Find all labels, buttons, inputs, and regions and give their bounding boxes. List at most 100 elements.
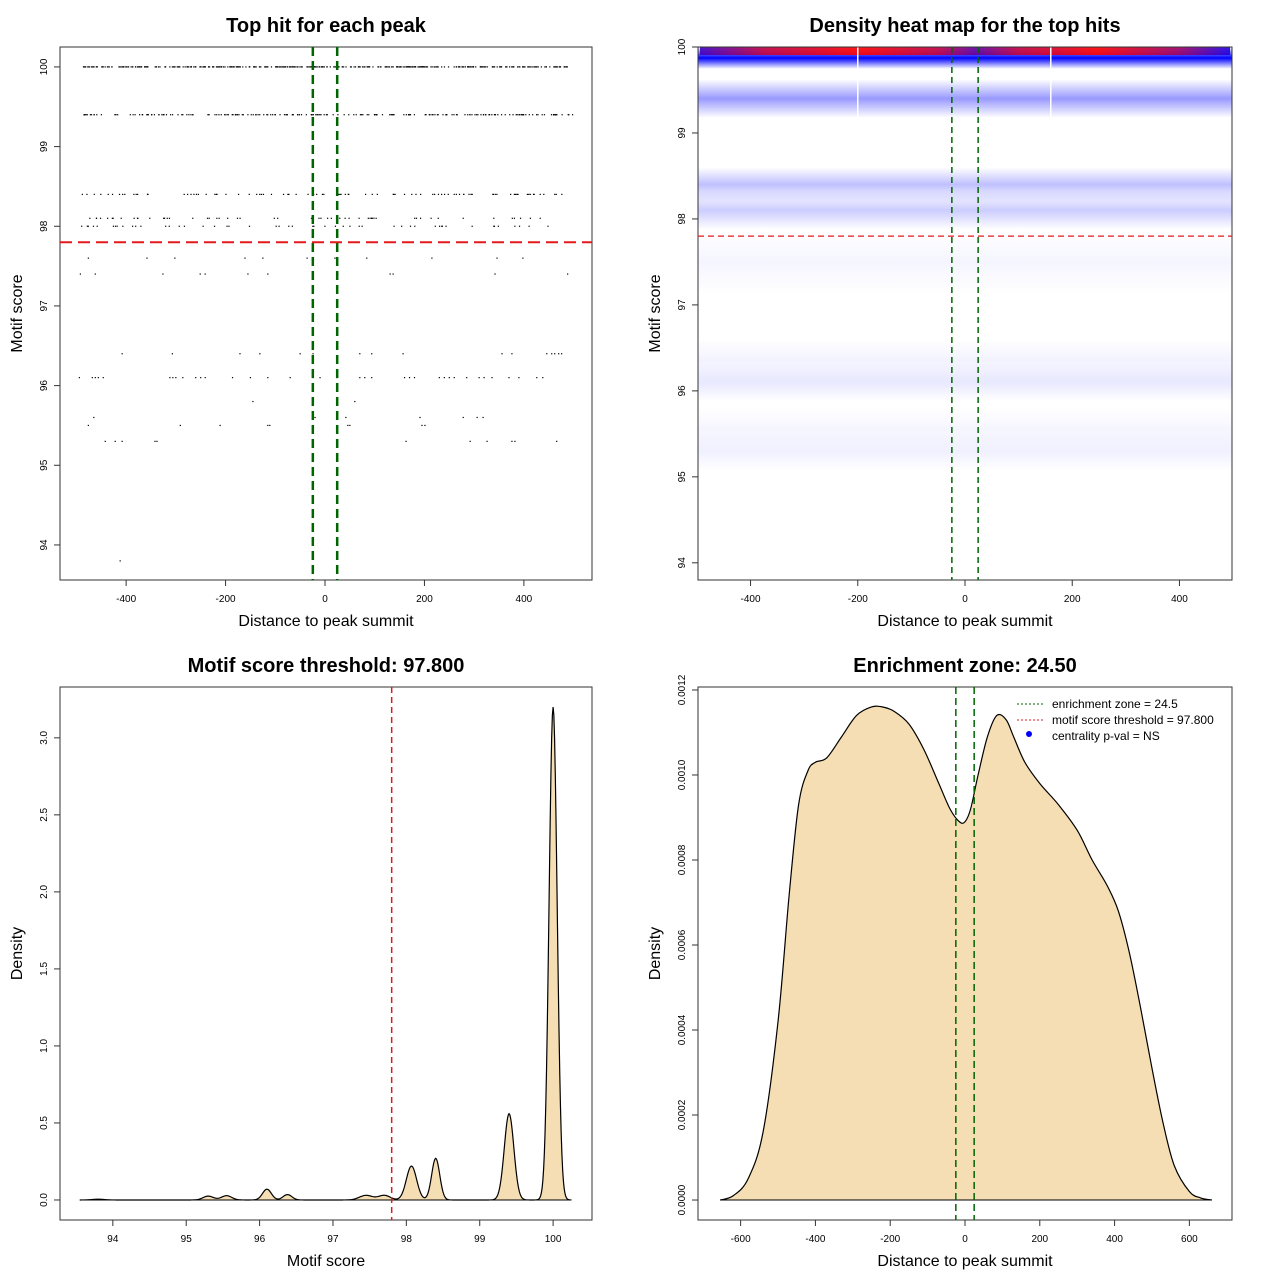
- top-hit-scatter: Top hit for each peak Distance to peak su…: [9, 15, 593, 630]
- data-point: [325, 114, 327, 116]
- data-point: [137, 193, 139, 195]
- data-point: [153, 114, 156, 116]
- data-point: [190, 66, 193, 68]
- data-point: [409, 66, 411, 68]
- data-point: [275, 225, 277, 227]
- x-tick-label: 400: [1106, 1234, 1123, 1245]
- data-point: [371, 193, 373, 195]
- data-point: [315, 114, 317, 116]
- data-point: [200, 377, 202, 379]
- data-point: [143, 66, 146, 68]
- data-point: [311, 114, 313, 116]
- data-point: [208, 217, 210, 219]
- x-tick-label: -200: [848, 594, 868, 605]
- data-point: [526, 193, 528, 195]
- data-point: [293, 66, 295, 68]
- data-point: [329, 66, 331, 68]
- data-point: [216, 114, 218, 116]
- data-point: [120, 66, 122, 68]
- data-point: [486, 66, 488, 68]
- data-point: [493, 217, 495, 219]
- data-point: [501, 353, 503, 355]
- data-point: [236, 66, 238, 68]
- data-point: [529, 217, 531, 219]
- data-point: [135, 193, 137, 195]
- data-point: [393, 225, 395, 227]
- data-point: [216, 217, 218, 219]
- data-point: [93, 193, 95, 195]
- data-point: [558, 353, 560, 355]
- data-point: [522, 257, 524, 259]
- data-point: [177, 66, 180, 68]
- data-point: [357, 66, 359, 68]
- data-point: [370, 217, 373, 219]
- data-point: [398, 66, 400, 68]
- y-tick-label: 2.0: [39, 884, 50, 898]
- data-point: [226, 225, 228, 227]
- data-point: [163, 217, 166, 219]
- data-point: [543, 114, 546, 116]
- data-point: [518, 377, 520, 379]
- data-point: [542, 377, 544, 379]
- y-tick-label: 99: [39, 141, 50, 153]
- data-point: [547, 225, 549, 227]
- data-point: [413, 66, 416, 68]
- data-point: [545, 66, 547, 68]
- data-point: [510, 193, 512, 195]
- data-point: [377, 66, 379, 68]
- data-point: [343, 66, 345, 68]
- data-point: [364, 66, 366, 68]
- data-point: [204, 377, 206, 379]
- data-point: [483, 66, 486, 68]
- data-point: [111, 217, 113, 219]
- x-axis-label: Motif score: [287, 1253, 365, 1270]
- data-point: [517, 193, 519, 195]
- data-point: [82, 66, 85, 68]
- data-point: [516, 114, 518, 116]
- y-axis-label: Density: [9, 927, 26, 980]
- data-point: [364, 193, 367, 195]
- data-point: [549, 66, 551, 68]
- data-point: [287, 193, 289, 195]
- data-point: [409, 225, 412, 227]
- data-point: [172, 377, 174, 379]
- data-point: [86, 193, 88, 195]
- data-point: [466, 377, 468, 379]
- data-point: [323, 66, 325, 68]
- data-point: [117, 114, 119, 116]
- data-point: [403, 114, 405, 116]
- data-point: [441, 66, 443, 68]
- data-point: [214, 114, 216, 116]
- data-point: [218, 217, 220, 219]
- data-point: [248, 225, 251, 227]
- x-axis-label: Distance to peak summit: [877, 1253, 1053, 1270]
- x-tick-label: -600: [731, 1234, 751, 1245]
- data-point: [361, 114, 363, 116]
- data-point: [430, 66, 432, 68]
- data-point: [359, 114, 362, 116]
- data-point: [536, 377, 538, 379]
- y-tick-label: 97: [39, 300, 50, 312]
- data-point: [93, 66, 95, 68]
- data-point: [270, 66, 273, 68]
- data-point: [464, 66, 466, 68]
- data-point: [529, 193, 531, 195]
- data-point: [87, 66, 89, 68]
- data-point: [395, 66, 398, 68]
- data-point: [556, 114, 558, 116]
- data-point: [470, 66, 472, 68]
- data-point: [111, 193, 114, 195]
- legend-item: enrichment zone = 24.5: [1052, 697, 1178, 711]
- data-point: [278, 225, 280, 227]
- data-point: [326, 66, 328, 68]
- data-point: [319, 114, 321, 116]
- data-point: [151, 114, 153, 116]
- data-point: [305, 114, 307, 116]
- x-tick-label: 0: [962, 594, 968, 605]
- data-point: [371, 377, 373, 379]
- data-point: [513, 66, 515, 68]
- data-point: [565, 66, 567, 68]
- legend-item: motif score threshold = 97.800: [1052, 713, 1214, 727]
- x-tick-label: 98: [401, 1234, 413, 1245]
